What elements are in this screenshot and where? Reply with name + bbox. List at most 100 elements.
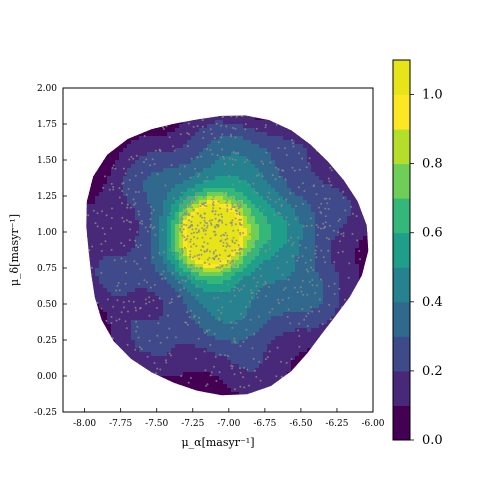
scatter-point bbox=[347, 276, 350, 279]
scatter-point bbox=[216, 296, 219, 299]
scatter-point bbox=[189, 238, 192, 241]
scatter-point bbox=[191, 199, 194, 202]
scatter-point bbox=[251, 296, 253, 299]
scatter-point bbox=[100, 243, 103, 246]
scatter-point bbox=[342, 196, 345, 199]
scatter-point bbox=[186, 323, 189, 326]
scatter-point bbox=[326, 202, 329, 205]
scatter-point bbox=[231, 163, 234, 166]
scatter-point bbox=[200, 249, 202, 252]
scatter-point bbox=[181, 218, 184, 221]
y-tick-label: 1.00 bbox=[37, 228, 57, 238]
scatter-point bbox=[204, 221, 207, 224]
scatter-point bbox=[162, 126, 164, 129]
scatter-point bbox=[290, 236, 293, 239]
scatter-point bbox=[186, 235, 189, 238]
scatter-point bbox=[115, 319, 118, 322]
scatter-point bbox=[238, 278, 241, 281]
scatter-point bbox=[265, 295, 267, 298]
scatter-point bbox=[180, 225, 183, 228]
scatter-point bbox=[315, 224, 318, 227]
scatter-point bbox=[240, 248, 243, 250]
scatter-point bbox=[203, 350, 206, 353]
scatter-point bbox=[213, 258, 216, 261]
scatter-point bbox=[100, 271, 103, 274]
scatter-point bbox=[104, 240, 107, 243]
scatter-point bbox=[139, 307, 142, 309]
scatter-point bbox=[87, 261, 89, 263]
scatter-point bbox=[132, 157, 135, 160]
scatter-point bbox=[327, 249, 330, 252]
scatter-point bbox=[134, 306, 137, 309]
scatter-point bbox=[318, 310, 321, 313]
scatter-point bbox=[171, 272, 174, 275]
scatter-point bbox=[149, 205, 152, 208]
scatter-point bbox=[239, 248, 242, 250]
scatter-point bbox=[286, 315, 289, 318]
scatter-point bbox=[254, 369, 256, 372]
scatter-point bbox=[291, 244, 293, 246]
scatter-point bbox=[316, 284, 318, 287]
scatter-point bbox=[255, 174, 258, 177]
scatter-point bbox=[300, 290, 303, 293]
colorbar-band bbox=[393, 301, 410, 337]
scatter-point bbox=[219, 266, 222, 269]
scatter-point bbox=[215, 266, 218, 269]
scatter-point bbox=[279, 213, 282, 216]
scatter-point bbox=[235, 199, 238, 202]
scatter-point bbox=[276, 267, 279, 270]
scatter-point bbox=[320, 227, 322, 230]
scatter-point bbox=[237, 152, 240, 155]
scatter-point bbox=[191, 256, 194, 259]
colorbar: 0.0 0.2 0.4 0.6 0.8 1.0 bbox=[392, 59, 443, 448]
scatter-point bbox=[249, 318, 252, 321]
scatter-point bbox=[241, 196, 244, 198]
scatter-point bbox=[246, 115, 249, 117]
scatter-point bbox=[264, 358, 267, 361]
scatter-point bbox=[231, 196, 234, 199]
scatter-point bbox=[195, 266, 198, 269]
scatter-point bbox=[185, 210, 188, 213]
scatter-point bbox=[206, 242, 209, 245]
scatter-point bbox=[178, 295, 181, 298]
scatter-point bbox=[192, 267, 195, 270]
scatter-point bbox=[137, 210, 140, 213]
scatter-point bbox=[351, 233, 354, 235]
scatter-point bbox=[196, 284, 199, 287]
scatter-point bbox=[209, 128, 212, 131]
scatter-point bbox=[278, 175, 281, 178]
scatter-point bbox=[209, 237, 212, 240]
scatter-point bbox=[264, 124, 267, 126]
scatter-point bbox=[88, 249, 91, 252]
scatter-point bbox=[322, 256, 325, 259]
scatter-point bbox=[110, 248, 113, 251]
y-tick-label: 0.25 bbox=[37, 336, 57, 346]
scatter-point bbox=[257, 241, 260, 244]
scatter-point bbox=[249, 289, 252, 292]
scatter-point bbox=[239, 251, 241, 254]
y-tick-label: 0.00 bbox=[37, 372, 57, 382]
scatter-point bbox=[226, 210, 229, 213]
scatter-point bbox=[233, 206, 236, 208]
scatter-point bbox=[210, 223, 213, 226]
scatter-point bbox=[137, 336, 140, 339]
scatter-point bbox=[214, 255, 217, 258]
scatter-point bbox=[232, 289, 235, 292]
scatter-point bbox=[239, 367, 241, 370]
scatter-point bbox=[91, 245, 94, 248]
scatter-point bbox=[239, 231, 242, 234]
scatter-point bbox=[333, 282, 336, 285]
scatter-point bbox=[312, 269, 315, 271]
scatter-point bbox=[234, 341, 237, 344]
scatter-point bbox=[130, 155, 133, 158]
scatter-point bbox=[306, 293, 309, 296]
scatter-point bbox=[191, 228, 194, 231]
y-tick-label: 1.50 bbox=[37, 156, 57, 166]
scatter-point bbox=[179, 201, 182, 204]
scatter-point bbox=[190, 220, 193, 223]
scatter-point bbox=[165, 125, 168, 128]
colorbar-tick-label: 0.6 bbox=[422, 226, 443, 241]
scatter-point bbox=[301, 255, 304, 258]
scatter-point bbox=[229, 300, 232, 303]
contour-plot bbox=[86, 115, 369, 396]
